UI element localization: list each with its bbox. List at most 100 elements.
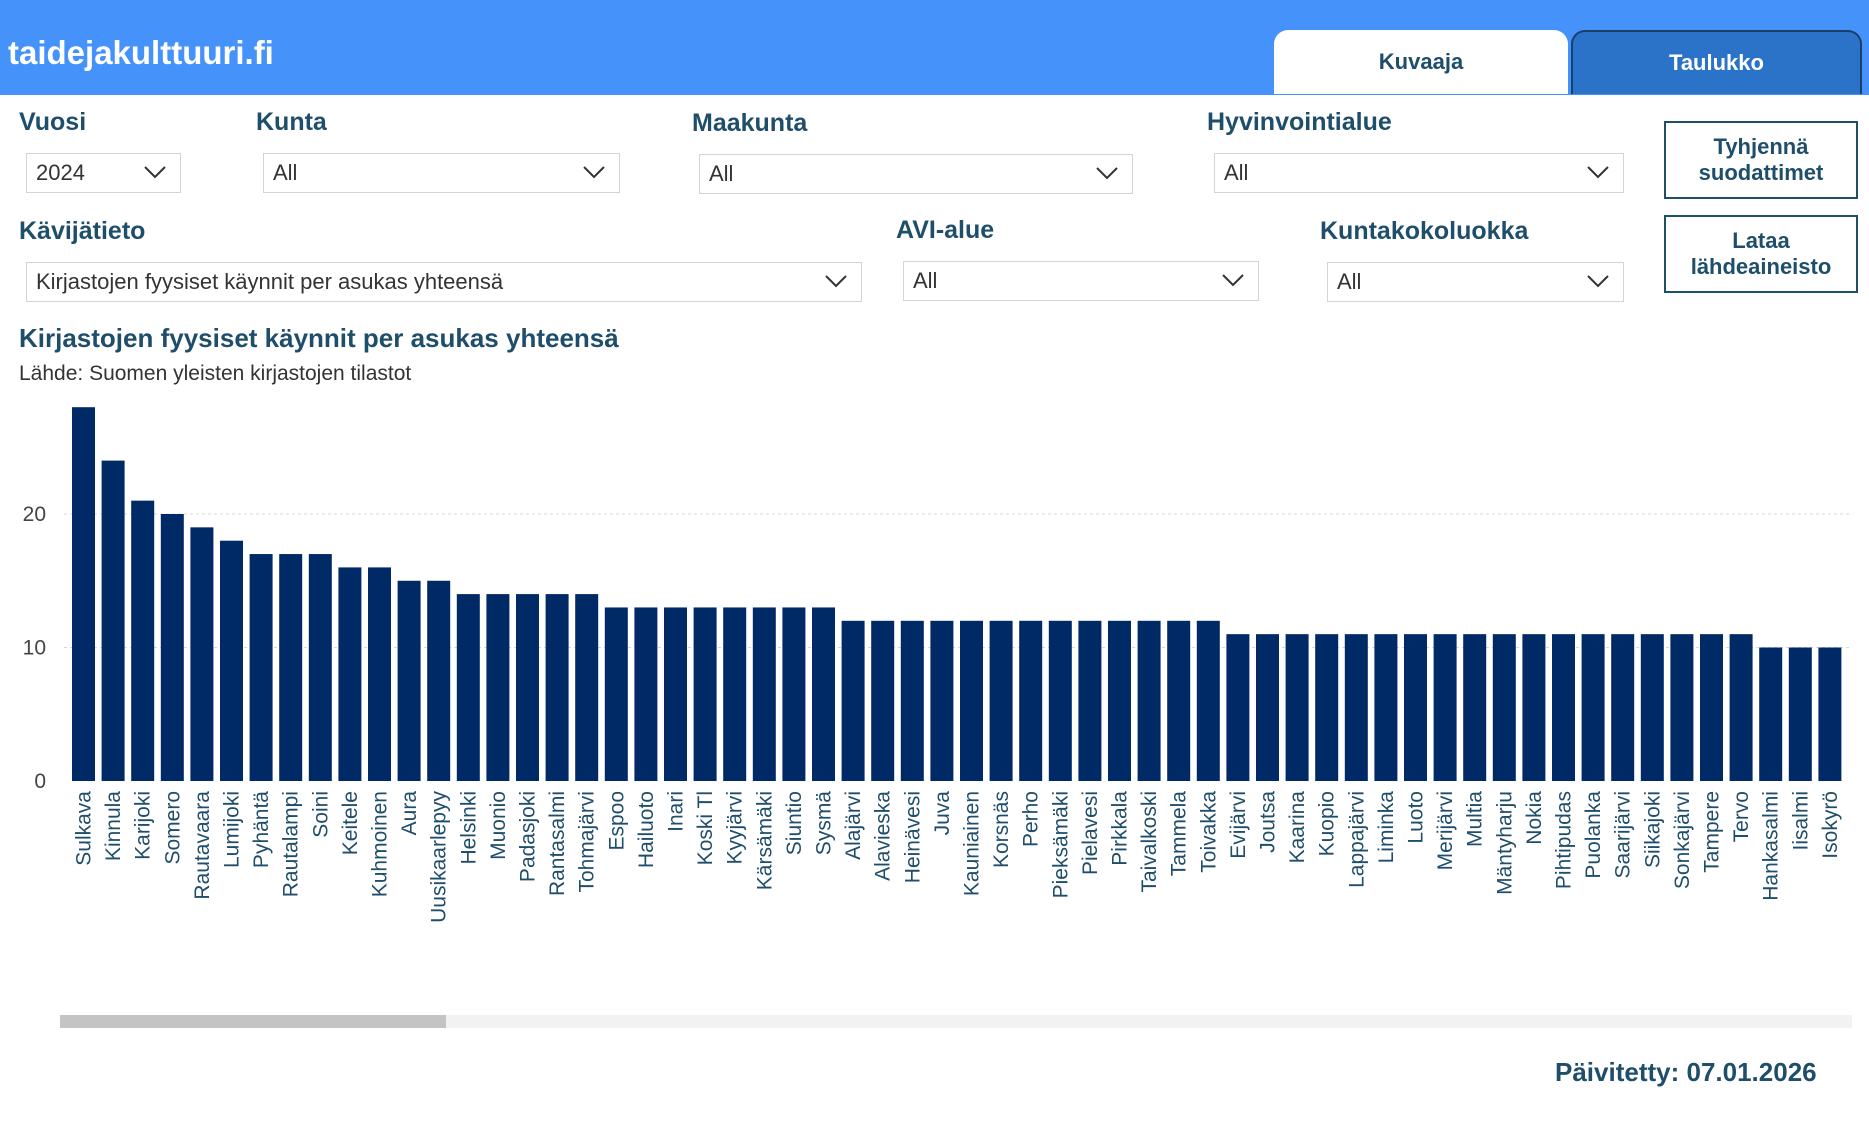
bar[interactable]	[1196, 620, 1220, 781]
bar[interactable]	[1433, 634, 1457, 781]
scrollbar-thumb[interactable]	[60, 1015, 446, 1028]
bar[interactable]	[1581, 634, 1605, 781]
bar[interactable]	[1640, 634, 1664, 781]
x-tick-label: Pyhäntä	[250, 791, 273, 868]
bar[interactable]	[1611, 634, 1635, 781]
bar[interactable]	[1285, 634, 1309, 781]
vuosi-value: 2024	[36, 160, 85, 185]
chevron-down-icon	[1587, 166, 1609, 179]
kuntakokoluokka-value: All	[1337, 269, 1362, 294]
bar[interactable]	[960, 620, 983, 781]
bar[interactable]	[397, 580, 421, 781]
x-tick-label: Joutsa	[1257, 791, 1280, 853]
bar[interactable]	[516, 594, 539, 781]
bar[interactable]	[1078, 620, 1102, 781]
bar[interactable]	[930, 620, 954, 781]
bar[interactable]	[1108, 620, 1131, 781]
download-source-button[interactable]: Lataa lähdeaineisto	[1664, 215, 1858, 293]
bar[interactable]	[782, 607, 806, 781]
site-logo[interactable]: taidejakulttuuri.fi	[8, 34, 274, 71]
bar[interactable]	[1700, 634, 1723, 781]
x-tick-label: Pielavesi	[1079, 791, 1102, 875]
x-tick-label: Puolanka	[1582, 791, 1605, 879]
bar[interactable]	[1463, 634, 1487, 781]
x-tick-label: Soini	[309, 791, 332, 838]
x-tick-label: Perho	[1020, 791, 1043, 847]
bar[interactable]	[160, 514, 184, 781]
x-tick-label: Toivakka	[1197, 791, 1220, 873]
bar[interactable]	[1492, 634, 1516, 781]
kunta-dropdown[interactable]: All	[263, 153, 620, 193]
tab-taulukko[interactable]: Taulukko	[1571, 30, 1862, 94]
bar[interactable]	[486, 594, 510, 781]
x-tick-label: Karijoki	[132, 791, 155, 860]
tab-kuvaaja[interactable]: Kuvaaja	[1274, 30, 1568, 94]
bar[interactable]	[1759, 647, 1783, 782]
x-tick-label: Kuhmoinen	[369, 791, 392, 897]
bar[interactable]	[1167, 620, 1191, 781]
bar[interactable]	[1344, 634, 1368, 781]
bar[interactable]	[1729, 634, 1753, 781]
bar[interactable]	[190, 527, 214, 781]
x-tick-label: Sulkava	[73, 791, 96, 866]
bar[interactable]	[1019, 620, 1043, 781]
scrollbar-track[interactable]	[60, 1015, 1852, 1028]
x-tick-label: Uusikaarlepyy	[428, 791, 451, 923]
bar[interactable]	[871, 620, 895, 781]
x-tick-label: Hailuoto	[635, 791, 658, 868]
bar[interactable]	[249, 554, 273, 781]
bar[interactable]	[664, 607, 687, 781]
bar[interactable]	[575, 594, 599, 781]
maakunta-dropdown[interactable]: All	[699, 154, 1133, 194]
bar[interactable]	[338, 567, 362, 781]
bar[interactable]	[900, 620, 924, 781]
clear-filters-button[interactable]: Tyhjennä suodattimet	[1664, 121, 1858, 199]
kuntakokoluokka-dropdown[interactable]: All	[1327, 262, 1624, 302]
bar[interactable]	[634, 607, 658, 781]
bar[interactable]	[308, 554, 332, 781]
bar[interactable]	[841, 620, 865, 781]
kavijatieto-dropdown[interactable]: Kirjastojen fyysiset käynnit per asukas …	[26, 262, 862, 302]
bar[interactable]	[1226, 634, 1250, 781]
bar[interactable]	[989, 620, 1013, 781]
bar[interactable]	[101, 460, 125, 781]
bar[interactable]	[1404, 634, 1427, 781]
vuosi-label: Vuosi	[19, 108, 87, 136]
bar-chart: 0 10 20 Sulkava Kinnula Karijoki Somero Rautava…	[23, 407, 1852, 1028]
bar[interactable]	[1256, 634, 1279, 781]
bar[interactable]	[220, 540, 243, 781]
bar[interactable]	[723, 607, 747, 781]
bar[interactable]	[1552, 634, 1575, 781]
avi-alue-dropdown[interactable]: All	[903, 261, 1259, 301]
bar[interactable]	[545, 594, 569, 781]
bar[interactable]	[1818, 647, 1842, 782]
x-tick-label: Juva	[931, 791, 954, 836]
bar[interactable]	[427, 580, 451, 781]
bar[interactable]	[131, 500, 155, 781]
bar[interactable]	[604, 607, 628, 781]
bar[interactable]	[72, 407, 95, 781]
chart-subtitle: Lähde: Suomen yleisten kirjastojen tilas…	[19, 362, 412, 385]
x-tick-label: Sysmä	[813, 791, 836, 856]
bar[interactable]	[1315, 634, 1339, 781]
x-tick-label: Kuopio	[1316, 791, 1339, 856]
bar[interactable]	[1048, 620, 1072, 781]
bar[interactable]	[279, 554, 303, 781]
bar[interactable]	[368, 567, 391, 781]
bar[interactable]	[1670, 634, 1694, 781]
bar[interactable]	[1788, 647, 1812, 782]
bar[interactable]	[812, 607, 835, 781]
chevron-down-icon	[825, 275, 847, 288]
updated-date: Päivitetty: 07.01.2026	[1555, 1057, 1817, 1087]
bar[interactable]	[1137, 620, 1161, 781]
bar[interactable]	[456, 594, 480, 781]
x-tick-label: Tervo	[1730, 791, 1753, 842]
bar[interactable]	[752, 607, 776, 781]
vuosi-dropdown[interactable]: 2024	[26, 153, 181, 193]
x-tick-label: Helsinki	[457, 791, 480, 865]
maakunta-value: All	[709, 161, 734, 186]
hyvinvointialue-dropdown[interactable]: All	[1214, 153, 1624, 193]
bar[interactable]	[1374, 634, 1398, 781]
bar[interactable]	[1522, 634, 1546, 781]
bar[interactable]	[693, 607, 717, 781]
